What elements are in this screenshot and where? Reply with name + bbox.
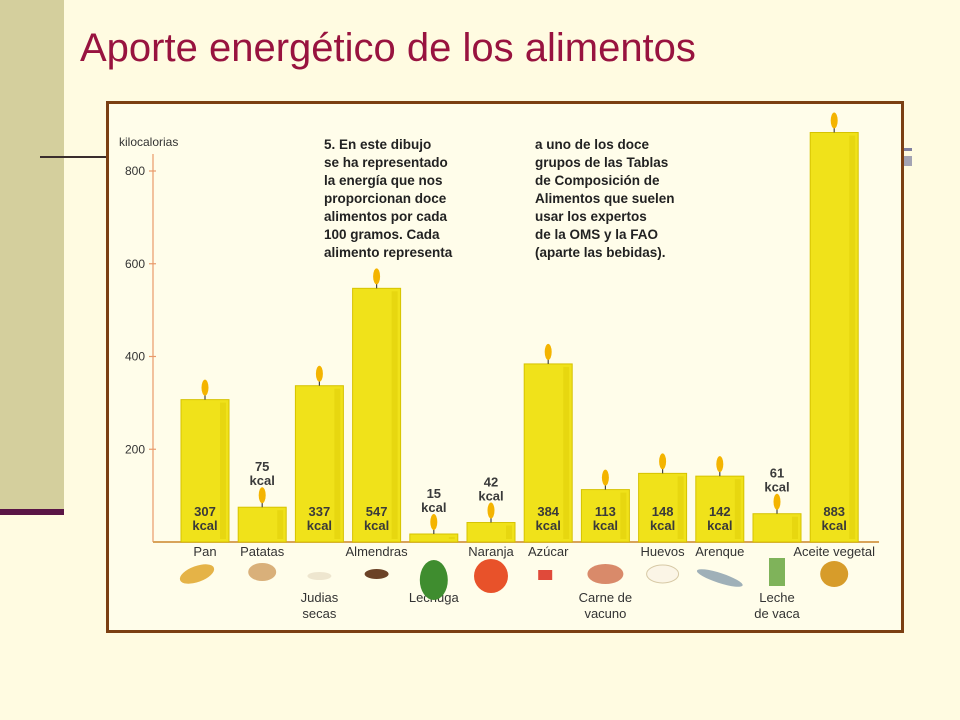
- food-bread-icon: [179, 564, 215, 584]
- candle-12: [809, 132, 859, 543]
- candle-shade-10: [734, 479, 741, 539]
- left-decor-band: [0, 0, 64, 512]
- value-label-12: 883: [823, 504, 845, 519]
- value-unit-label-10: kcal: [707, 518, 732, 533]
- y-tick-label-200: 200: [125, 442, 145, 456]
- candle-flame-3: [315, 365, 323, 382]
- candle-flame-6: [487, 502, 495, 519]
- category-label-1: Pan: [193, 544, 216, 559]
- value-label-2: 75: [255, 459, 269, 474]
- food-almonds-icon: [364, 569, 389, 579]
- value-label-3: 337: [309, 504, 331, 519]
- category-label-10: Arenque: [695, 544, 744, 559]
- candle-chart: kilocalorias200400600800307kcalPan75kcal…: [119, 112, 879, 621]
- value-unit-label-11: kcal: [764, 480, 789, 495]
- candle-flame-1: [201, 379, 209, 396]
- candle-flame-7: [544, 343, 552, 360]
- candle-shade-12: [849, 135, 856, 539]
- candle-flame-11: [773, 493, 781, 510]
- value-label-9: 148: [652, 504, 674, 519]
- candle-flame-9: [659, 453, 667, 470]
- candle-shade-4: [391, 291, 398, 539]
- caption-right: a uno de los doce grupos de las Tablas d…: [535, 137, 675, 260]
- food-potato-icon: [248, 563, 277, 581]
- candle-flame-8: [601, 469, 609, 486]
- candle-flame-2: [258, 487, 266, 504]
- candle-1: [180, 399, 230, 543]
- figure-frame: kilocalorias 200 400 600 800 307 kcal Pan 75 kcal…: [106, 101, 904, 633]
- value-unit-label-6: kcal: [478, 489, 503, 504]
- value-label-8: 113: [595, 504, 616, 519]
- candle-shade-5: [448, 537, 455, 539]
- candle-shade-3: [334, 388, 341, 539]
- value-label-7: 384: [537, 504, 559, 519]
- category-label-3: Judias: [301, 590, 339, 605]
- candle-flame-5: [430, 514, 438, 530]
- candle-shade-7: [563, 366, 570, 539]
- candle-shade-8: [620, 492, 627, 539]
- candle-shade-11: [792, 516, 798, 539]
- value-unit-label-5: kcal: [421, 500, 446, 515]
- category-label-2: Patatas: [240, 544, 285, 559]
- title-rule-right: [902, 148, 912, 151]
- category-label-3-line2: secas: [302, 606, 336, 621]
- category-label-7: Azúcar: [528, 544, 569, 559]
- value-unit-label-12: kcal: [822, 518, 847, 533]
- value-label-1: 307: [194, 504, 216, 519]
- candle-shade-9: [677, 476, 684, 539]
- left-decor-bar: [0, 509, 64, 515]
- category-label-11: Leche: [759, 590, 794, 605]
- y-tick-label-600: 600: [125, 257, 145, 271]
- value-label-5: 15: [427, 486, 441, 501]
- food-orange-icon: [474, 559, 508, 593]
- food-oil-icon: [820, 561, 849, 587]
- y-tick-label-800: 800: [125, 164, 145, 178]
- candle-3: [294, 385, 344, 543]
- category-label-4: Almendras: [346, 544, 409, 559]
- food-beans-icon: [307, 572, 332, 580]
- value-label-6: 42: [484, 475, 498, 490]
- candle-8: [580, 489, 630, 543]
- candle-flame-4: [373, 268, 381, 285]
- category-label-9: Huevos: [641, 544, 686, 559]
- caption-left: 5. En este dibujo se ha representado la …: [324, 137, 453, 260]
- candle-flame-12: [830, 112, 838, 129]
- food-herring-icon: [696, 569, 743, 587]
- candle-flame-10: [716, 456, 724, 473]
- food-sugar-icon: [538, 570, 553, 580]
- candle-4: [352, 287, 402, 543]
- food-milk-icon: [769, 558, 785, 586]
- value-unit-label-2: kcal: [250, 473, 275, 488]
- candle-7: [523, 363, 573, 543]
- food-eggs-icon: [646, 564, 680, 584]
- food-meat-icon: [587, 564, 624, 584]
- value-unit-label-7: kcal: [536, 518, 561, 533]
- candle-shade-1: [220, 402, 226, 539]
- value-unit-label-4: kcal: [364, 518, 389, 533]
- title-rule-right-block: [902, 156, 912, 166]
- category-label-8: Carne de: [579, 590, 632, 605]
- candle-shade-6: [506, 525, 512, 539]
- value-label-4: 547: [366, 504, 388, 519]
- value-unit-label-9: kcal: [650, 518, 675, 533]
- value-label-10: 142: [709, 504, 731, 519]
- candle-9: [638, 472, 688, 543]
- y-axis-title: kilocalorias: [119, 135, 178, 149]
- title-rule-left: [40, 156, 108, 158]
- category-label-12: Aceite vegetal: [793, 544, 875, 559]
- value-label-11: 61: [770, 466, 784, 481]
- category-label-6: Naranja: [468, 544, 514, 559]
- value-unit-label-8: kcal: [593, 518, 618, 533]
- slide-title: Aporte energético de los alimentos: [80, 26, 696, 70]
- category-label-8-line2: vacuno: [584, 606, 626, 621]
- value-unit-label-1: kcal: [192, 518, 217, 533]
- value-unit-label-3: kcal: [307, 518, 332, 533]
- y-tick-label-400: 400: [125, 350, 145, 364]
- candle-11: [752, 513, 802, 543]
- candle-2: [237, 506, 287, 543]
- category-label-11-line2: de vaca: [754, 606, 800, 621]
- candle-shade-2: [277, 510, 284, 539]
- food-lettuce-icon: [419, 560, 448, 600]
